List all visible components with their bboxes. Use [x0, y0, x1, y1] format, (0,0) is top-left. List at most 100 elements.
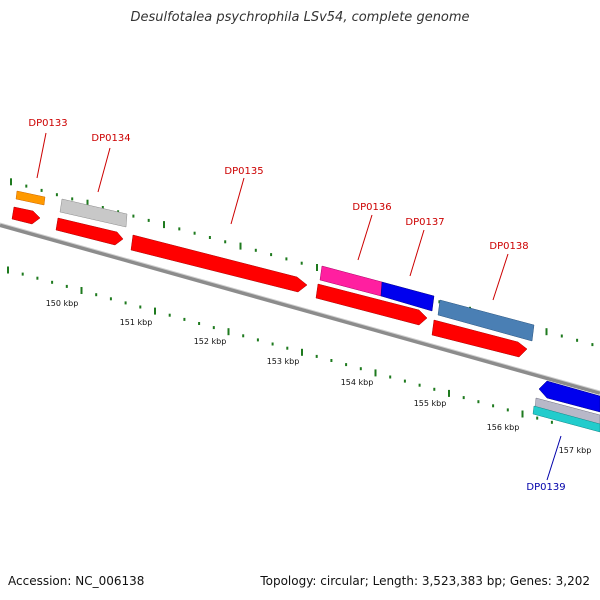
lower-row-tick — [21, 272, 24, 276]
upper-row-tick — [285, 257, 288, 261]
upper-row-tick — [208, 236, 211, 239]
upper-row-tick — [10, 178, 12, 186]
dp0134-leader — [97, 147, 111, 193]
upper-row-tick — [101, 206, 104, 209]
lower-row-tick — [345, 363, 348, 367]
dp0139-leader — [546, 435, 562, 481]
gene-label-dp0135[interactable]: DP0135 — [224, 166, 263, 177]
lower-row-tick — [7, 266, 9, 274]
accession-label: Accession: — [8, 574, 72, 588]
gene-label-dp0134[interactable]: DP0134 — [91, 133, 130, 144]
upper-row-tick — [438, 300, 441, 304]
genes-value: 3,202 — [555, 574, 590, 588]
gene-dp0135-cds[interactable] — [130, 234, 308, 293]
lower-row-tick — [536, 416, 539, 420]
gene-dp0139-cds[interactable] — [538, 380, 600, 413]
gene-dp0138-cds[interactable] — [431, 319, 528, 358]
lower-row-tick — [198, 322, 201, 325]
dp0138-leader — [492, 253, 509, 301]
genome-summary-footer: Topology: circular; Length: 3,523,383 bp… — [260, 574, 590, 588]
gene-label-dp0137[interactable]: DP0137 — [405, 217, 444, 228]
dp0133-leader — [36, 132, 47, 179]
upper-row-tick — [132, 214, 135, 218]
tick-label-156: 156 kbp — [487, 423, 520, 432]
lower-row-tick — [286, 346, 289, 350]
gene-dp0134-cds[interactable] — [55, 217, 124, 246]
lower-row-tick — [65, 284, 68, 288]
gene-label-leaders — [36, 132, 562, 481]
gene-dp0137-feature[interactable] — [380, 281, 435, 312]
upper-row-tick — [576, 338, 579, 342]
lower-row-tick — [315, 354, 318, 358]
lower-row-tick — [212, 326, 215, 330]
lower-row-tick — [477, 400, 480, 404]
gene-labels: DP0133 DP0134 DP0135 DP0136 DP0137 DP013… — [28, 118, 565, 493]
lower-row-tick — [403, 379, 406, 383]
genes-label: Genes: — [509, 574, 552, 588]
lower-row-tick — [462, 396, 465, 400]
upper-row-tick — [55, 193, 58, 197]
gene-dp0133-cds[interactable] — [11, 206, 41, 225]
upper-row-tick — [300, 261, 303, 265]
upper-row-tick — [254, 248, 257, 252]
map-title: Desulfotalea psychrophila LSv54, complet… — [130, 10, 470, 25]
lower-row-tick — [374, 369, 377, 377]
upper-row-tick — [178, 227, 181, 231]
length-label: Length: — [372, 574, 419, 588]
gene-label-dp0139[interactable]: DP0139 — [526, 482, 565, 493]
gene-label-dp0136[interactable]: DP0136 — [352, 202, 391, 213]
upper-row-tick — [40, 188, 43, 192]
gene-dp0139-feature-gray[interactable] — [534, 397, 600, 427]
gene-dp0136-cds[interactable] — [315, 283, 428, 326]
upper-row-tick — [239, 242, 242, 250]
lower-row-tick — [492, 404, 495, 408]
upper-row-tick — [560, 334, 563, 338]
genome-backbone-highlight — [0, 222, 600, 392]
lower-row-tick — [506, 408, 509, 412]
lower-row-tick — [521, 410, 524, 418]
lower-row-tick — [359, 367, 362, 371]
lower-row-tick — [139, 305, 142, 309]
gene-label-dp0138[interactable]: DP0138 — [489, 241, 528, 252]
dp0135-leader — [230, 177, 245, 225]
gene-dp0138-feature[interactable] — [437, 299, 535, 342]
topology-label: Topology: — [260, 574, 317, 588]
lower-row-tick — [256, 338, 259, 342]
topology-value: circular — [320, 574, 365, 588]
lower-row-tick — [433, 387, 436, 391]
lower-row-tick — [227, 328, 230, 336]
gene-dp0139-feature-cyan[interactable] — [532, 405, 600, 433]
lower-row-tick — [418, 383, 421, 387]
lower-row-tick — [242, 334, 245, 338]
gene-dp0134-feature[interactable] — [59, 198, 128, 228]
tick-label-153: 153 kbp — [267, 357, 300, 366]
lower-row-tick — [550, 420, 553, 424]
lower-row-tick — [95, 293, 98, 297]
lower-row-tick — [183, 317, 186, 321]
gene-dp0133-feature[interactable] — [15, 190, 46, 206]
tick-label-150: 150 kbp — [46, 299, 79, 308]
upper-row-tick — [224, 240, 227, 244]
lower-row-tick — [330, 359, 333, 362]
upper-row-tick — [193, 231, 196, 235]
lower-row-tick — [448, 389, 450, 397]
upper-row-tick — [25, 184, 28, 188]
feature-track — [11, 190, 600, 433]
tick-label-157: 157 kbp — [559, 446, 592, 455]
gene-label-dp0133[interactable]: DP0133 — [28, 118, 67, 129]
upper-row-tick — [591, 343, 594, 347]
axis-labels: 150 kbp 151 kbp 152 kbp 153 kbp 154 kbp … — [46, 299, 592, 455]
lower-row-tick — [389, 375, 392, 379]
upper-row-tick — [86, 199, 89, 207]
lower-row-tick — [301, 348, 303, 356]
genome-backbone — [0, 223, 600, 395]
lower-row-tick — [51, 280, 54, 284]
tick-label-155: 155 kbp — [414, 399, 447, 408]
lower-row-tick — [36, 276, 39, 280]
tick-label-152: 152 kbp — [194, 337, 227, 346]
upper-row-tick — [71, 197, 74, 201]
accession-value: NC_006138 — [75, 574, 145, 588]
tick-label-151: 151 kbp — [120, 318, 153, 327]
upper-row-tick — [147, 218, 150, 222]
